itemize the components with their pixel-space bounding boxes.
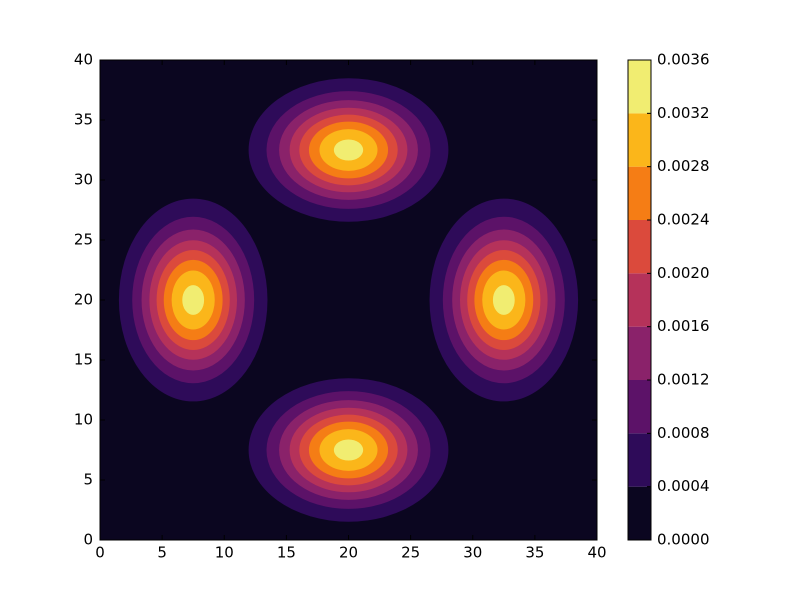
contour-fill [182,285,205,315]
colorbar-tick-label: 0.0008 [657,424,710,442]
colorbar-tick-label: 0.0032 [657,104,710,122]
y-tick-label: 20 [74,291,93,309]
colorbar-tick-label: 0.0028 [657,157,710,175]
y-tick-label: 5 [83,471,93,489]
colorbar-tick-label: 0.0024 [657,211,710,229]
colorbar-segment [628,113,651,167]
colorbar-tick-label: 0.0036 [657,51,710,69]
plot-area [100,60,597,540]
colorbar-segment [628,486,651,540]
x-tick-label: 30 [463,544,482,562]
contour-fill [333,439,364,461]
y-tick-label: 30 [74,171,93,189]
x-tick-label: 15 [277,544,296,562]
y-tick-label: 10 [74,411,93,429]
axes: 0 5 10 15 20 25 30 35 40 0 5 10 15 20 25 30 35 40 0.0000 0.… [74,51,710,562]
y-tick-label: 25 [74,231,93,249]
x-tick-label: 25 [401,544,420,562]
colorbar-segment [628,220,651,274]
y-tick-label: 40 [74,51,93,69]
colorbar-tick-label: 0.0004 [657,477,710,495]
colorbar-segment [628,166,651,220]
y-tick-label: 0 [83,531,93,549]
colorbar-tick-label: 0.0020 [657,264,710,282]
colorbar-segment [628,273,651,327]
colorbar-tick-label: 0.0000 [657,531,710,549]
colorbar-tick-label: 0.0016 [657,317,710,335]
x-tick-label: 40 [587,544,606,562]
y-tick-label: 15 [74,351,93,369]
colorbar-segment [628,326,651,380]
contour-fill [333,139,364,161]
colorbar-segment [628,433,651,487]
x-tick-label: 5 [157,544,167,562]
x-tick-label: 35 [525,544,544,562]
colorbar-frame [627,59,652,541]
x-tick-label: 10 [215,544,234,562]
x-tick-label: 0 [95,544,105,562]
colorbar-segment [628,380,651,434]
contour-fill [492,285,515,315]
y-tick-label: 35 [74,111,93,129]
colorbar-tick-label: 0.0012 [657,371,710,389]
x-tick-label: 20 [339,544,358,562]
colorbar-segment [628,60,651,114]
